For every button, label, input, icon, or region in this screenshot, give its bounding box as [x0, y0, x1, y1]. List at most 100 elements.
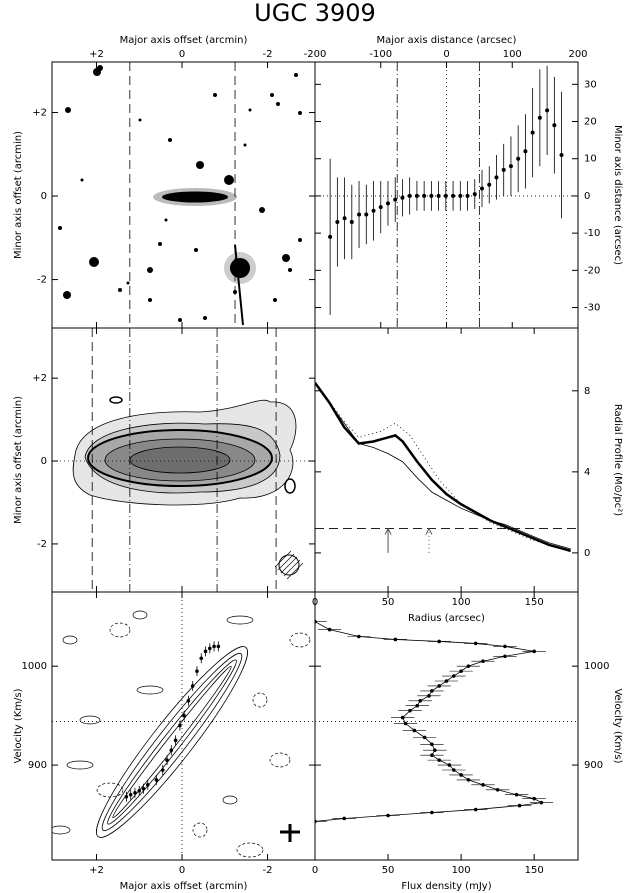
point: [539, 800, 544, 805]
point: [429, 193, 434, 198]
contour-blob: [284, 478, 296, 494]
noise-contour: [252, 692, 268, 708]
x-tick-label: 0: [179, 49, 185, 60]
point: [422, 193, 427, 198]
point: [516, 156, 521, 161]
point: [169, 748, 174, 753]
star: [148, 298, 152, 302]
point: [414, 193, 419, 198]
point: [430, 753, 434, 757]
arrow-head: [425, 527, 433, 535]
point: [385, 201, 390, 206]
pv-contour: [96, 646, 248, 838]
panel-content: [52, 592, 315, 860]
profile-line: [315, 382, 571, 550]
beam-hatch: [286, 562, 304, 580]
noise-contour: [236, 842, 264, 858]
y-tick-label: 1000: [584, 661, 609, 672]
star: [158, 242, 162, 246]
y-tick-label: 8: [584, 386, 590, 397]
point: [503, 644, 507, 649]
point: [473, 641, 478, 646]
point: [133, 790, 137, 795]
y-tick-label: -2: [37, 539, 47, 550]
point: [481, 659, 485, 664]
point: [400, 195, 405, 200]
point: [418, 698, 423, 703]
point: [178, 723, 182, 728]
point: [466, 664, 471, 668]
point: [447, 763, 452, 767]
star: [97, 65, 103, 71]
x-tick-label: 150: [525, 597, 544, 608]
point: [154, 778, 159, 782]
noise-contour: [226, 615, 254, 625]
point: [422, 735, 427, 740]
point: [128, 792, 133, 797]
noise-contour: [66, 760, 94, 770]
star: [194, 248, 198, 252]
x-tick-label: -100: [369, 49, 392, 60]
y-axis-label: Minor axis distance (arcsec): [612, 125, 623, 265]
point: [141, 786, 146, 791]
point: [386, 813, 390, 818]
x-tick-label: 100: [452, 597, 471, 608]
star: [298, 238, 302, 242]
y-tick-label: 900: [28, 760, 47, 771]
point: [465, 193, 470, 198]
y-tick-label: -10: [584, 228, 600, 239]
star: [118, 288, 122, 292]
noise-contour: [222, 795, 238, 805]
x-tick-label: +2: [89, 49, 104, 60]
point: [437, 639, 441, 644]
x-axis-label: Radius (arcsec): [408, 613, 485, 624]
y-tick-label: 30: [584, 79, 597, 90]
star: [65, 107, 71, 113]
x-tick-label: 100: [452, 865, 471, 876]
y-tick-label: 900: [584, 760, 603, 771]
point: [124, 794, 129, 799]
y-tick-label: -20: [584, 265, 600, 276]
point: [190, 684, 195, 688]
point: [532, 796, 536, 801]
point: [393, 197, 398, 202]
point: [481, 783, 485, 787]
point: [537, 115, 542, 120]
beam-hatch: [277, 553, 295, 571]
point: [437, 758, 441, 762]
noise-contour: [132, 610, 148, 620]
point: [458, 193, 463, 198]
contour: [129, 446, 231, 474]
point: [494, 175, 499, 180]
arrow-head: [384, 527, 392, 535]
beam: [278, 554, 300, 576]
y-tick-label: 4: [584, 467, 590, 478]
point: [480, 186, 485, 191]
star: [58, 226, 62, 230]
x-axis-label: Major axis distance (arcsec): [377, 35, 517, 46]
y-tick-label: 1000: [22, 661, 47, 672]
noise-contour: [192, 822, 208, 838]
y-tick-label: -30: [584, 303, 600, 314]
point: [400, 715, 405, 720]
point: [545, 108, 550, 113]
beam-hatch: [274, 550, 292, 568]
point: [160, 768, 165, 772]
point: [452, 768, 456, 772]
y-axis-label: Minor axis offset (arcmin): [13, 131, 24, 259]
y-axis-label: Minor axis offset (arcmin): [13, 396, 24, 524]
point: [165, 758, 169, 762]
panel-frame: [314, 591, 579, 861]
noise-contour: [289, 632, 311, 648]
point: [517, 803, 522, 808]
point: [342, 216, 347, 221]
star: [298, 111, 302, 115]
pv-contour: [101, 652, 243, 832]
star: [243, 143, 247, 147]
profile-line: [315, 382, 571, 552]
star: [213, 93, 217, 97]
point: [407, 193, 412, 198]
point: [371, 208, 376, 213]
x-tick-label: -2: [263, 865, 273, 876]
